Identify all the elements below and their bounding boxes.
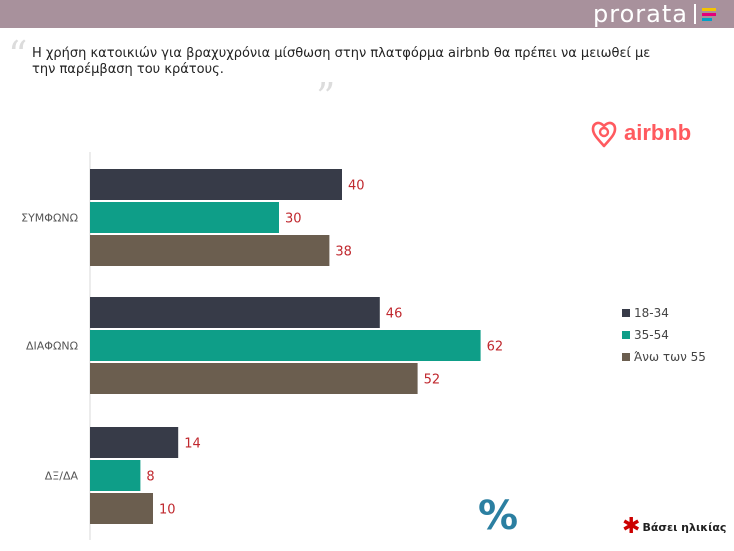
brand-divider <box>694 4 696 24</box>
data-label: 10 <box>159 503 176 518</box>
category-label: ΔΞ/ΔΑ <box>45 470 79 483</box>
data-label: 52 <box>424 373 441 388</box>
legend-item: Άνω των 55 <box>622 346 706 368</box>
legend-item: 18-34 <box>622 302 706 324</box>
bar <box>90 202 279 233</box>
category-label: ΔΙΑΦΩΝΩ <box>26 340 78 353</box>
note-text: Βάσει ηλικίας <box>642 520 727 534</box>
percent-unit-label: % <box>478 493 519 539</box>
header-bar: prorata <box>0 0 734 28</box>
data-label: 46 <box>386 307 403 322</box>
data-label: 14 <box>184 437 201 452</box>
legend-label: Άνω των 55 <box>634 350 706 364</box>
legend-swatch <box>622 331 630 339</box>
bar <box>90 330 481 361</box>
brand-stripes-icon <box>702 7 716 21</box>
airbnb-wordmark: airbnb <box>624 120 692 145</box>
legend-label: 35-54 <box>634 328 669 342</box>
question-text: Η χρήση κατοικιών για βραχυχρόνια μίσθωσ… <box>32 46 651 77</box>
legend-swatch <box>622 353 630 361</box>
bar <box>90 169 342 200</box>
data-label: 30 <box>285 212 302 227</box>
legend-swatch <box>622 309 630 317</box>
bar <box>90 235 330 266</box>
category-label: ΣΥΜΦΩΝΩ <box>21 212 78 225</box>
base-note: ✱ Βάσει ηλικίας <box>622 516 726 538</box>
bar <box>90 493 153 524</box>
legend-label: 18-34 <box>634 306 669 320</box>
legend-item: 35-54 <box>622 324 706 346</box>
bar <box>90 297 380 328</box>
airbnb-belo-icon <box>591 121 617 148</box>
asterisk-icon: ✱ <box>622 514 641 539</box>
data-label: 40 <box>348 179 365 194</box>
data-label: 38 <box>335 245 352 260</box>
open-quote-icon: “ <box>8 33 28 77</box>
airbnb-logo: airbnb <box>590 118 691 148</box>
chart-legend: 18-34 35-54 Άνω των 55 <box>622 302 706 368</box>
bar <box>90 427 179 458</box>
data-label: 8 <box>146 470 154 485</box>
bar <box>90 460 141 491</box>
bar <box>90 363 418 394</box>
close-quote-icon: ” <box>316 75 336 119</box>
brand-name: prorata <box>593 0 688 28</box>
brand-logo: prorata <box>593 0 716 28</box>
data-label: 62 <box>487 340 504 355</box>
